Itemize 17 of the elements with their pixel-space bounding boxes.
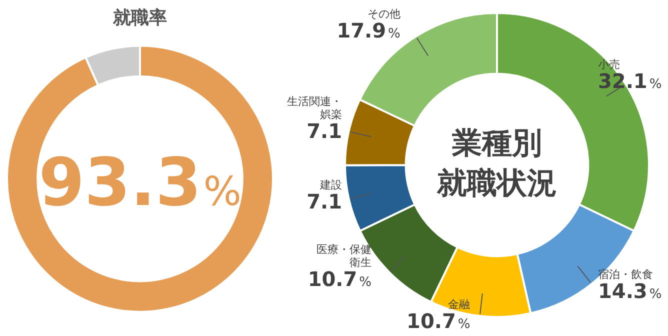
data-label: 32.1% — [598, 68, 662, 93]
text: 業種別就職状況 — [436, 126, 557, 201]
data-label: 14.3% — [598, 279, 662, 304]
slice-label: 生活関連・娯楽 — [287, 94, 342, 121]
data-label: 7.1 — [306, 190, 342, 214]
slice-label: その他 — [367, 8, 400, 21]
data-label: 10.7% — [406, 309, 470, 333]
slice-label: 宿泊・飲食 — [598, 268, 653, 282]
slice-label: 建設 — [319, 178, 342, 192]
slice-label: 小売 — [598, 58, 620, 71]
data-label: 93.3% — [38, 144, 242, 221]
chart-title: 就職率 — [112, 7, 167, 28]
slice-label: 金融 — [448, 298, 470, 311]
data-label: 7.1 — [306, 118, 342, 143]
data-label: 17.9% — [336, 18, 400, 43]
data-label: 10.7% — [308, 267, 372, 292]
slice-label: 医療・保健衛生 — [316, 243, 372, 270]
